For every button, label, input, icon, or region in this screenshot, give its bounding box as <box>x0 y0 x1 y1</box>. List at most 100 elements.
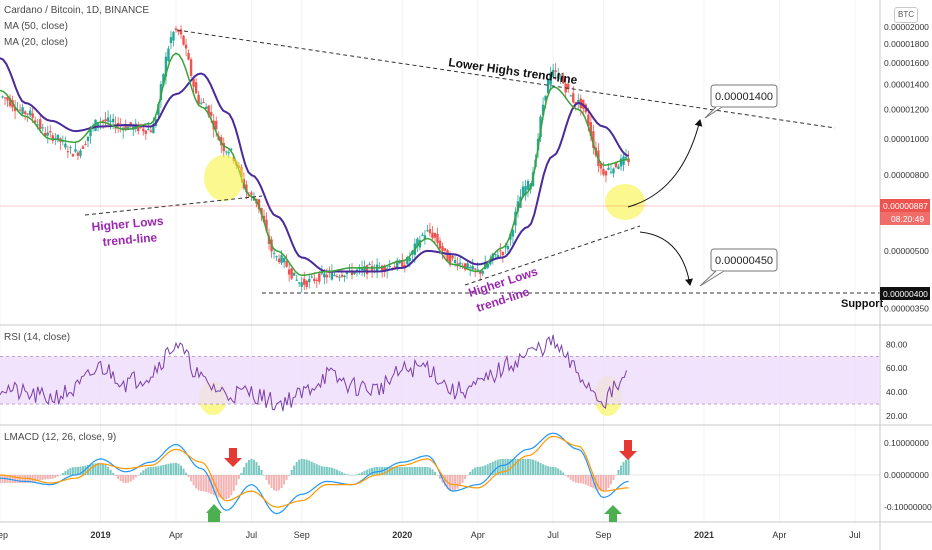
candle-body <box>51 135 54 141</box>
macd-hist-bar <box>617 470 620 475</box>
candle-body <box>471 265 474 270</box>
macd-hist-bar <box>104 464 107 475</box>
macd-hist-bar <box>252 459 255 475</box>
candle-body <box>476 269 479 271</box>
macd-hist-bar <box>537 461 540 475</box>
candle-body <box>619 158 623 167</box>
support-price-badge <box>880 287 930 300</box>
macd-hist-bar <box>132 475 135 480</box>
support-label: Support <box>841 298 883 310</box>
ma20-legend[interactable]: MA (20, close) <box>4 37 68 48</box>
macd-hist-bar <box>345 474 348 475</box>
macd-hist-bar <box>89 464 92 475</box>
price-pane[interactable] <box>0 0 880 325</box>
current-price-text: 0.00000887 <box>883 201 928 211</box>
macd-hist-bar <box>237 475 240 480</box>
candle-body <box>365 265 369 275</box>
currency-badge[interactable]: BTC <box>894 7 918 23</box>
candle-body <box>41 127 44 129</box>
macd-hist-bar <box>107 467 110 475</box>
candle-body <box>526 180 530 190</box>
candle-body <box>486 263 489 268</box>
candle-body <box>174 28 178 31</box>
macd-hist-bar <box>14 475 17 484</box>
macd-hist-bar <box>94 463 97 475</box>
rsi-axis-ticks: 80.00 60.00 40.00 20.00 <box>886 339 908 421</box>
candle-body <box>290 268 293 279</box>
macd-hist-bar <box>137 475 140 476</box>
macd-hist-bar <box>177 463 180 475</box>
candle-body <box>436 233 439 243</box>
rsi-tick-label: 20.00 <box>886 411 908 421</box>
candle-body <box>353 271 356 275</box>
macd-hist-bar <box>366 469 369 475</box>
macd-hist-bar <box>220 475 223 499</box>
macd-hist-bar <box>255 461 258 475</box>
candle-body <box>305 280 308 287</box>
higher-lows-trendline-left <box>84 195 263 216</box>
countdown-text: 08:20:49 <box>891 214 924 224</box>
macd-hist-bar <box>36 475 39 482</box>
macd-hist-bar <box>270 475 273 489</box>
candle-body <box>572 93 575 103</box>
candle-body <box>335 275 339 277</box>
candle-body <box>556 73 560 79</box>
macd-hist-bar <box>335 469 338 475</box>
macd-hist-bar <box>534 460 537 475</box>
macd-hist-bar <box>202 475 205 492</box>
ma50-legend[interactable]: MA (50, close) <box>4 21 68 32</box>
rsi-legend[interactable]: RSI (14, close) <box>4 332 71 343</box>
candle-body <box>300 282 303 287</box>
price-axis-ticks: 0.00002000 0.00001800 0.00001600 0.00001400… <box>884 22 929 313</box>
candle-body <box>338 276 341 278</box>
macd-hist-bar <box>587 475 590 486</box>
candle-body <box>142 128 145 132</box>
macd-hist-bar <box>242 467 245 475</box>
candle-body <box>74 149 77 152</box>
lmacd-legend[interactable]: LMACD (12, 26, close, 9) <box>4 432 117 443</box>
macd-hist-bar <box>615 475 617 476</box>
candle-body <box>159 84 163 101</box>
macd-hist-bar <box>280 475 283 489</box>
macd-hist-bar <box>207 475 210 493</box>
target-down-box <box>710 248 778 272</box>
macd-hist-bar <box>69 468 72 475</box>
macd-hist-bar <box>444 475 447 487</box>
macd-hist-bar <box>263 475 265 476</box>
price-axis-area[interactable] <box>880 0 932 550</box>
macd-hist-bar <box>449 475 452 491</box>
candle-body <box>468 267 472 269</box>
candle-body <box>569 95 572 97</box>
candle-body <box>137 124 140 132</box>
macd-hist-bar <box>532 459 535 475</box>
candle-body <box>479 271 482 274</box>
candle-body <box>199 102 203 104</box>
candle-body <box>124 124 127 130</box>
macd-hist-bar <box>227 475 230 499</box>
candle-body <box>592 131 595 148</box>
macd-hist-bar <box>368 468 371 475</box>
macd-hist-bar <box>572 475 575 482</box>
macd-hist-bar <box>516 458 519 475</box>
macd-hist-bar <box>599 475 602 491</box>
candle-body <box>76 152 80 156</box>
macd-hist-bar <box>542 464 545 475</box>
candle-body <box>494 253 497 255</box>
macd-hist-bar <box>373 467 376 475</box>
macd-hist-bar <box>313 462 316 475</box>
chart-title[interactable]: Cardano / Bitcoin, 1D, BINANCE <box>4 5 150 16</box>
candle-body <box>66 151 70 153</box>
macd-hist-bar <box>413 466 416 475</box>
macd-hist-bar <box>393 466 396 475</box>
candle-body <box>275 256 278 258</box>
candle-body <box>360 267 364 271</box>
macd-hist-bar <box>476 466 479 475</box>
candle-body <box>524 185 527 196</box>
candle-body <box>496 255 500 259</box>
macd-hist-bar <box>0 475 1 484</box>
candle-body <box>328 272 331 274</box>
candle-body <box>106 117 110 122</box>
candle-body <box>511 229 515 237</box>
candle-body <box>612 168 615 174</box>
